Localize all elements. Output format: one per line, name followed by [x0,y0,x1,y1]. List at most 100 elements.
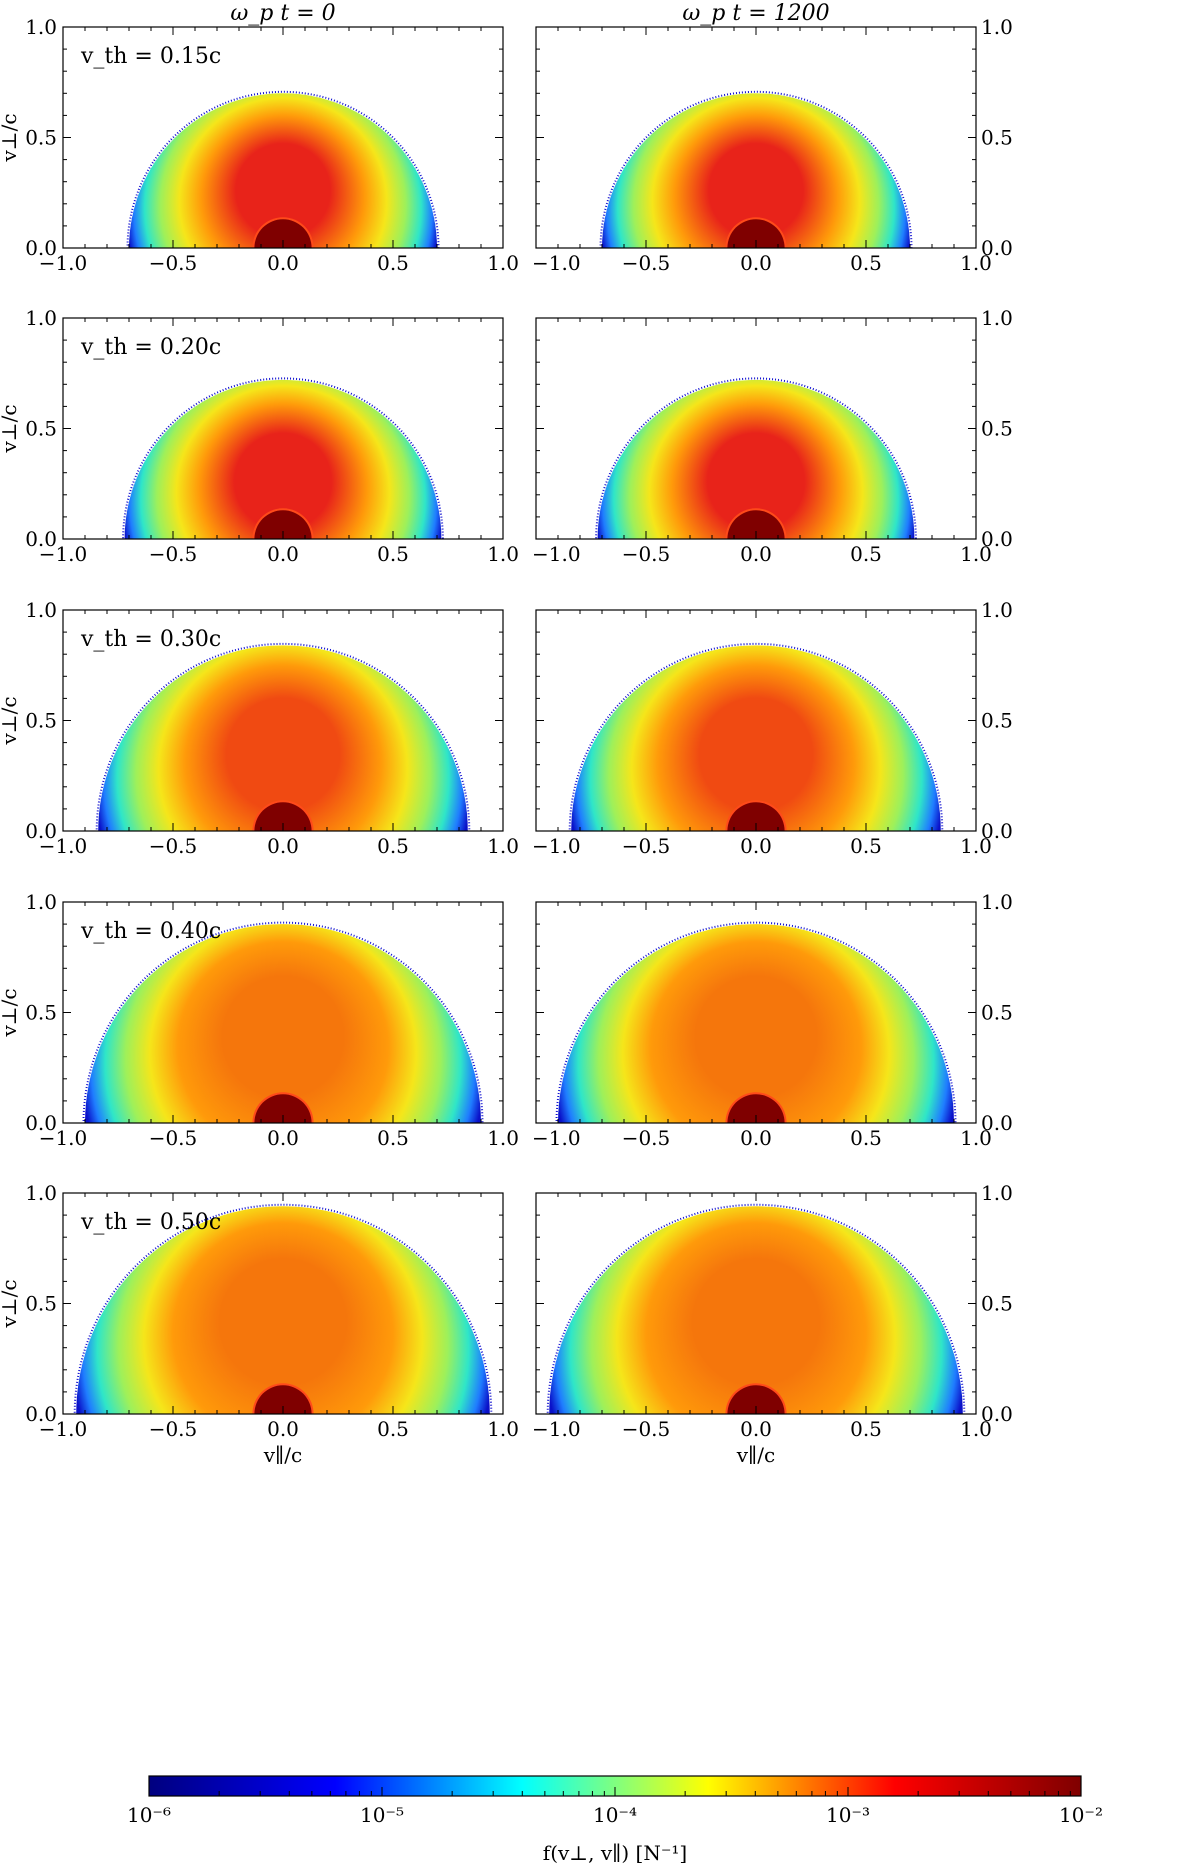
x-tick-label: 0.0 [740,1126,772,1150]
x-tick-label: 0.0 [740,542,772,566]
y-tick-label: 0.5 [981,1292,1013,1316]
heatmap-panel: −1.0 −0.5 0.0 0.5 1.0 0.0 0.5 1.0 v⊥/c v_th = 0.4… [0,890,519,1150]
x-tick-label: −1.0 [39,542,88,566]
y-tick-label: 1.0 [25,1181,57,1205]
x-tick-label: 1.0 [487,1126,519,1150]
y-tick-label: 0.0 [25,236,57,260]
colorbar-tick-label: 10⁻³ [826,1803,870,1827]
x-tick-label: −1.0 [532,834,581,858]
y-tick-label: 0.0 [25,1402,57,1426]
x-tick-label: 0.0 [267,834,299,858]
y-tick-label: 0.5 [981,709,1013,733]
x-tick-label: 1.0 [487,251,519,275]
core-beam [254,219,312,248]
colorbar-tick-label: 10⁻⁵ [360,1803,404,1827]
panel-vth-label: v_th = 0.30c [80,627,221,652]
x-tick-label: 0.0 [267,1126,299,1150]
x-tick-label: 0.5 [377,1126,409,1150]
x-tick-label: 1.0 [960,251,992,275]
x-axis-label: v∥/c [736,1443,775,1467]
y-tick-label: 0.5 [25,126,57,150]
heatmap-panel: −1.0 −0.5 0.0 0.5 1.00.00.51.0v∥/c [532,1181,1013,1467]
heatmap-panel: −1.0 −0.5 0.0 0.5 1.0 0.0 0.5 1.0 v⊥/c v_th = 0.3… [0,598,519,858]
heatmap-panel: −1.0 −0.5 0.0 0.5 1.0 0.0 0.5 1.0 v⊥/c v_th = 0.2… [0,306,519,566]
y-tick-label: 1.0 [981,306,1013,330]
core-beam [727,219,785,248]
colorbar: 10⁻⁶ 10⁻⁵ 10⁻⁴ 10⁻³ 10⁻² f(v⊥, v∥) [N⁻¹] [127,1775,1103,1865]
x-tick-label: 0.5 [377,834,409,858]
core-beam [727,802,785,831]
x-tick-label: 0.5 [377,542,409,566]
x-tick-label: 0.5 [850,251,882,275]
x-tick-label: 0.5 [377,251,409,275]
colorbar-tick-label: 10⁻⁶ [127,1803,171,1827]
panel-vth-label: v_th = 0.50c [80,1210,221,1235]
y-tick-label: 0.5 [25,1292,57,1316]
colorbar-tick-label: 10⁻⁴ [593,1803,637,1827]
y-tick-label: 0.0 [981,527,1013,551]
x-tick-label: 1.0 [960,1126,992,1150]
x-tick-label: −1.0 [532,251,581,275]
x-tick-label: 0.0 [267,251,299,275]
y-tick-label: 0.0 [981,819,1013,843]
distribution-halo [546,1203,966,1414]
y-tick-label: 0.5 [25,1001,57,1025]
x-tick-label: 1.0 [487,834,519,858]
y-axis-label: v⊥/c [0,113,21,162]
column-titles: ω_p t = 0 ω_p t = 1200 [230,1,829,26]
x-tick-label: −0.5 [622,834,671,858]
x-tick-label: −1.0 [39,251,88,275]
heatmap-panel: −1.0 −0.5 0.0 0.5 1.00.00.51.0 [532,15,1013,275]
colorbar-label: f(v⊥, v∥) [N⁻¹] [543,1841,687,1865]
halo-shell [76,1206,490,1414]
x-tick-label: −1.0 [39,1417,88,1441]
x-tick-label: −1.0 [532,542,581,566]
core-beam [254,1385,312,1414]
panel-vth-label: v_th = 0.20c [80,335,221,360]
y-tick-label: 0.0 [981,1111,1013,1135]
distribution-halo [95,642,471,831]
halo-shell [124,379,442,539]
core-beam [727,1385,785,1414]
halo-shell [602,93,910,248]
y-axis-label: v⊥/c [0,988,21,1037]
y-tick-label: 0.5 [981,126,1013,150]
core-beam [254,510,312,539]
core-beam [254,802,312,831]
halo-shell [549,1206,963,1414]
core-beam [727,510,785,539]
column-title: ω_p t = 1200 [682,1,829,26]
heatmap-panel: −1.0 −0.5 0.0 0.5 1.00.00.51.0 [532,306,1013,566]
x-tick-label: −0.5 [622,251,671,275]
y-axis-label: v⊥/c [0,1279,21,1328]
x-tick-label: 0.5 [377,1417,409,1441]
y-tick-label: 0.5 [981,417,1013,441]
x-tick-label: 1.0 [487,1417,519,1441]
distribution-halo [599,90,913,248]
colorbar-tick-label: 10⁻² [1059,1803,1103,1827]
y-tick-label: 1.0 [981,890,1013,914]
x-tick-label: 0.5 [850,1126,882,1150]
x-tick-label: −0.5 [149,542,198,566]
x-tick-label: −1.0 [39,834,88,858]
y-axis-label: v⊥/c [0,404,21,453]
panel-vth-label: v_th = 0.15c [80,44,221,69]
panels: −1.0 −0.5 0.0 0.5 1.00.00.51.0v⊥/cv_th = 0.1… [0,15,1013,1467]
halo-shell [129,93,437,248]
x-tick-label: −0.5 [622,1417,671,1441]
y-tick-label: 0.5 [25,417,57,441]
x-tick-label: 1.0 [487,542,519,566]
halo-shell [571,645,941,831]
y-tick-label: 1.0 [25,598,57,622]
x-tick-label: −0.5 [149,834,198,858]
y-tick-label: 0.0 [25,1111,57,1135]
distribution-halo [568,642,944,831]
x-tick-label: 0.0 [740,834,772,858]
x-tick-label: −0.5 [622,542,671,566]
x-tick-label: 0.5 [850,834,882,858]
y-tick-label: 0.5 [981,1001,1013,1025]
x-tick-label: 0.0 [740,251,772,275]
x-tick-label: 1.0 [960,1417,992,1441]
y-tick-label: 0.0 [25,527,57,551]
